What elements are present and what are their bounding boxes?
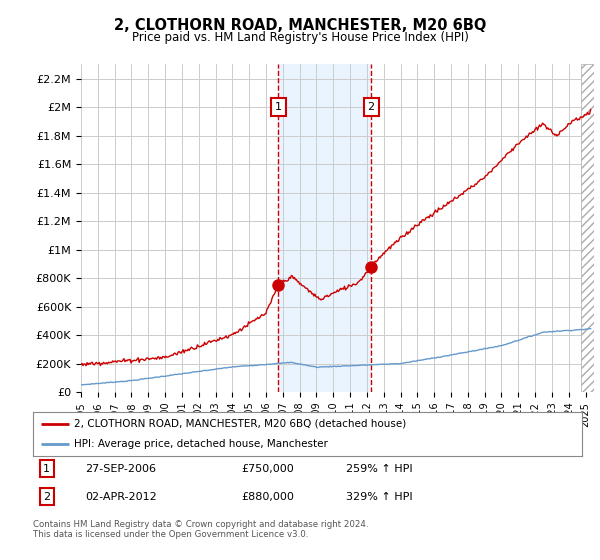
Bar — [278, 64, 371, 392]
Text: 1: 1 — [43, 464, 50, 474]
Text: 2, CLOTHORN ROAD, MANCHESTER, M20 6BQ: 2, CLOTHORN ROAD, MANCHESTER, M20 6BQ — [114, 18, 486, 33]
Bar — [581, 64, 594, 392]
Text: 259% ↑ HPI: 259% ↑ HPI — [346, 464, 413, 474]
Text: £750,000: £750,000 — [242, 464, 295, 474]
Text: 2: 2 — [368, 102, 375, 112]
Text: 2, CLOTHORN ROAD, MANCHESTER, M20 6BQ (detached house): 2, CLOTHORN ROAD, MANCHESTER, M20 6BQ (d… — [74, 419, 406, 429]
Text: Contains HM Land Registry data © Crown copyright and database right 2024.
This d: Contains HM Land Registry data © Crown c… — [33, 520, 368, 539]
Text: 27-SEP-2006: 27-SEP-2006 — [85, 464, 156, 474]
Text: HPI: Average price, detached house, Manchester: HPI: Average price, detached house, Manc… — [74, 439, 328, 449]
Text: £880,000: £880,000 — [242, 492, 295, 502]
Text: Price paid vs. HM Land Registry's House Price Index (HPI): Price paid vs. HM Land Registry's House … — [131, 31, 469, 44]
Text: 329% ↑ HPI: 329% ↑ HPI — [346, 492, 413, 502]
Text: 1: 1 — [275, 102, 282, 112]
Text: 02-APR-2012: 02-APR-2012 — [85, 492, 157, 502]
Text: 2: 2 — [43, 492, 50, 502]
